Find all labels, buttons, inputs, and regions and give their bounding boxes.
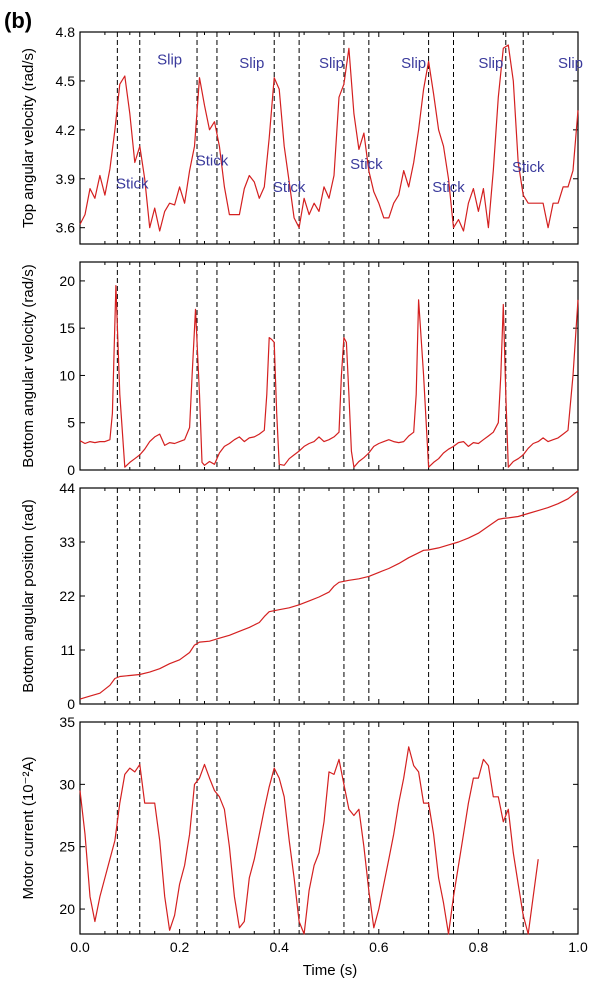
y-tick-label: 11 xyxy=(60,642,75,658)
y-tick-label: 22 xyxy=(59,588,75,604)
x-tick-label: 0.2 xyxy=(170,939,190,955)
series-line-1 xyxy=(79,285,579,468)
y-tick-label: 4.2 xyxy=(56,122,76,138)
x-axis-label: Time (s) xyxy=(303,962,357,979)
y-tick-label: 20 xyxy=(59,273,75,289)
panel-label: (b) xyxy=(4,8,32,33)
x-axis-labels: Time (s) 0.0 0.2 0.4 0.6 0.8 1.0 xyxy=(70,939,588,979)
slip-annotation: Slip xyxy=(401,55,426,72)
x-tick-label: 0.6 xyxy=(369,939,389,955)
panel-3: 0 11 22 33 44 Bottom angular position (rad) xyxy=(20,480,579,712)
y-tick-label: 33 xyxy=(59,534,75,550)
y-axis-label: Bottom angular position (rad) xyxy=(20,499,37,692)
y-tick-label: 25 xyxy=(59,839,75,855)
panel-2: 0 5 10 15 20 Bottom angular velocity (rad/s) xyxy=(20,261,579,478)
plot-frame xyxy=(79,721,579,935)
plot-frame xyxy=(79,487,579,705)
y-tick-label: 15 xyxy=(59,320,75,336)
series-line-1 xyxy=(79,746,539,935)
y-tick-label: 44 xyxy=(59,480,75,496)
series-line-1 xyxy=(79,490,579,700)
panel-4: 20 25 30 35 Motor current (10⁻²A) xyxy=(20,714,579,935)
slip-annotation: Slip xyxy=(558,55,583,72)
x-tick-label: 0.8 xyxy=(469,939,489,955)
chart-panels: 3.6 3.9 4.2 4.5 4.8 Top angular velocity (rad… xyxy=(20,24,583,935)
y-tick-label: 10 xyxy=(59,367,75,383)
y-tick-label: 5 xyxy=(67,415,75,431)
slip-annotation: Slip xyxy=(157,52,182,69)
y-axis-label: Bottom angular velocity (rad/s) xyxy=(20,264,37,467)
slip-annotation: Slip xyxy=(239,55,264,72)
y-tick-label: 35 xyxy=(59,714,75,730)
y-tick-label: 0 xyxy=(67,462,75,478)
y-tick-label: 0 xyxy=(67,696,75,712)
plot-frame xyxy=(79,261,579,471)
y-tick-label: 30 xyxy=(59,776,75,792)
stick-annotation: Stick xyxy=(432,179,465,196)
slip-annotation: Slip xyxy=(319,55,344,72)
panel-1: 3.6 3.9 4.2 4.5 4.8 Top angular velocity (rad… xyxy=(20,24,583,245)
y-tick-label: 4.5 xyxy=(56,73,76,89)
series-line-1 xyxy=(79,44,579,232)
x-tick-label: 0.4 xyxy=(269,939,289,955)
y-axis-label: Top angular velocity (rad/s) xyxy=(20,48,37,228)
y-tick-label: 3.6 xyxy=(56,220,76,236)
x-tick-label: 0.0 xyxy=(70,939,90,955)
stick-annotation: Stick xyxy=(273,179,306,196)
y-axis-label: Motor current (10⁻²A) xyxy=(20,757,37,900)
stick-annotation: Stick xyxy=(512,159,545,176)
stick-annotation: Stick xyxy=(350,156,383,173)
stick-annotation: Stick xyxy=(116,176,149,193)
y-tick-label: 20 xyxy=(59,901,75,917)
slip-annotation: Slip xyxy=(478,55,503,72)
stick-annotation: Stick xyxy=(196,153,229,170)
x-tick-label: 1.0 xyxy=(568,939,588,955)
y-tick-label: 3.9 xyxy=(56,171,76,187)
y-tick-label: 4.8 xyxy=(56,24,76,40)
